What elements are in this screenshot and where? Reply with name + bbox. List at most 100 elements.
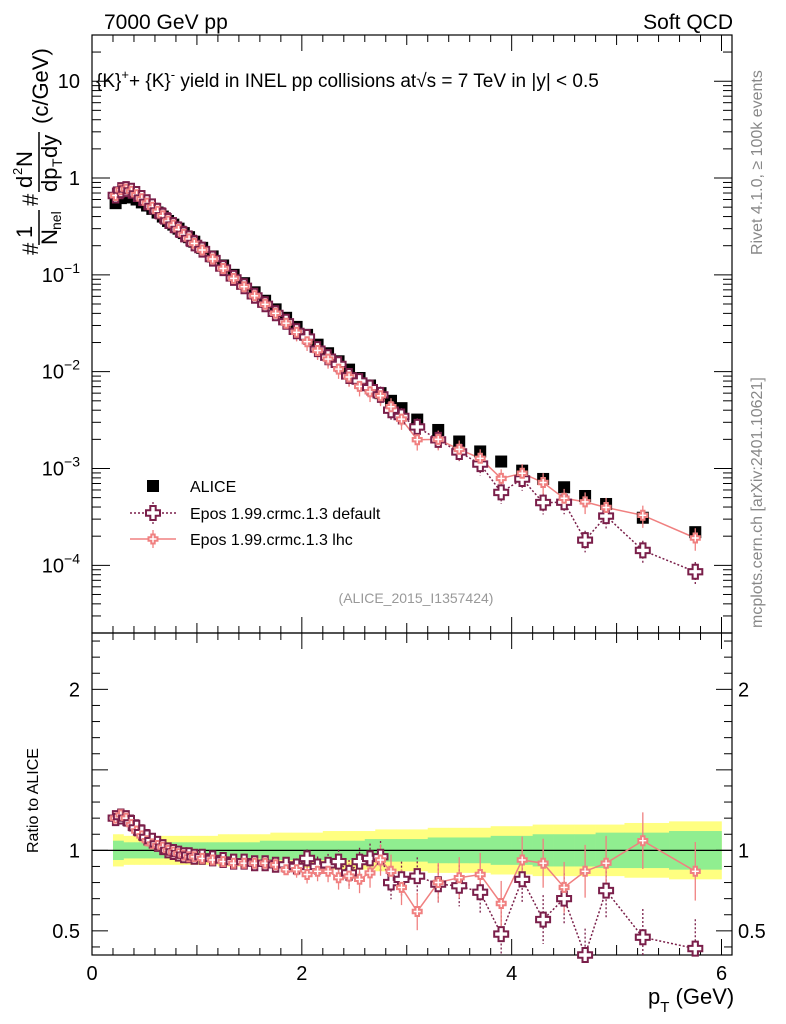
lhc-ratio-point [637,835,649,847]
lhc-ratio-point [516,854,528,866]
ratio-axis-label: Ratio to ALICE [25,748,42,853]
svg-text:d: d [12,176,37,188]
lhc-ratio-point [217,856,229,868]
lhc-ratio-point [333,872,345,884]
lhc-point [689,532,701,544]
x-tick-label: 4 [506,963,517,985]
lhc-ratio-point [280,864,292,876]
lhc-point [301,336,313,348]
legend-alice-marker [147,480,159,492]
lhc-point [238,281,250,293]
default-ratio-point [409,868,426,885]
lhc-ratio-point [259,857,271,869]
lhc-ratio-point [354,873,365,885]
x-tick-label: 6 [716,963,727,985]
lhc-ratio-point [474,869,486,880]
lhc-ratio-point [375,854,386,866]
legend-default-label: Epos 1.99.crmc.1.3 default [190,506,381,523]
legend-lhc-label: Epos 1.99.crmc.1.3 lhc [190,532,353,549]
lhc-point [364,386,376,398]
ratio-tick-label: 0.5 [52,921,80,943]
lhc-point [579,496,591,508]
lhc-point [322,353,334,365]
lhc-point [259,298,271,310]
lhc-point [291,326,303,338]
legend-default-cross [145,505,161,521]
svg-text:nel: nel [48,211,64,230]
lhc-point [453,443,465,455]
lhc-point [558,492,570,504]
lhc-point [396,413,407,425]
svg-text:T: T [49,158,65,167]
ratio-tick-label-right: 2 [738,679,749,701]
default-ratio-point [634,929,651,946]
lhc-ratio-point [689,865,701,877]
lhc-point [375,390,386,402]
lhc-point [637,509,649,521]
default-ratio-point [577,947,594,963]
y-tick-label: 1 [69,168,80,190]
default-ratio-point [535,911,552,928]
lhc-point [280,317,292,329]
lhc-ratio-point [495,898,507,909]
lhc-point [249,290,261,302]
y-tick-label: 10−2 [42,357,80,384]
ratio-series-layer [107,808,704,963]
ratio-tick-label: 2 [69,679,80,701]
svg-text:N: N [12,151,37,167]
lhc-ratio-point [396,881,407,893]
y-axis-label: # 1 N nel # d 2 N dp T dy (c/GeV) [10,48,65,255]
default-point [687,563,704,580]
lhc-point [228,272,240,284]
lhc-ratio-point [196,852,208,864]
axis-ticks [91,34,732,955]
default-ratio-point [556,890,573,907]
lhc-point [432,433,444,445]
x-tick-label: 2 [296,963,307,985]
default-ratio-point [514,871,531,888]
rivet-version-label: Rivet 4.1.0, ≥ 100k events [749,70,766,255]
x-axis-label: pT (GeV) [648,984,734,1016]
svg-text:N: N [37,229,62,245]
lhc-ratio-point [385,865,397,877]
lhc-ratio-point [249,857,261,869]
alice-point [495,455,508,468]
lhc-ratio-point [312,865,324,877]
lhc-ratio-point [343,870,355,882]
svg-text:2: 2 [10,168,25,175]
lhc-ratio-point [558,881,570,893]
lhc-point [474,452,486,464]
lhc-ratio-point [291,864,303,876]
default-ratio-point [330,853,347,870]
default-point [409,418,426,435]
lhc-ratio-point [537,857,549,869]
svg-text:#: # [18,242,43,255]
y-tick-label: 10−4 [42,550,80,577]
ratio-tick-label-right: 1 [738,840,749,862]
lhc-point [207,253,219,265]
default-ratio-point [493,926,510,943]
svg-text:dy: dy [37,135,62,158]
lhc-point [385,401,397,413]
default-ratio-point [472,884,489,901]
mcplots-label: mcplots.cern.ch [arXiv:2401.10621] [749,377,766,628]
lhc-ratio-point [228,857,240,869]
legend-lhc-marker [130,530,176,548]
default-point [634,542,651,559]
lhc-point [411,434,423,446]
lhc-ratio-point [432,877,444,888]
lhc-point [270,307,282,319]
lhc-ratio-point [600,857,612,869]
default-ratio-point [598,882,615,899]
lhc-point [516,467,528,479]
legend-alice-label: ALICE [190,479,236,496]
legend: ALICE Epos 1.99.crmc.1.3 default Epos 1.… [130,479,381,549]
lhc-point [600,502,612,513]
header-process: Soft QCD [643,11,733,34]
y-tick-label: 10−1 [42,260,80,287]
ratio-tick-label: 1 [69,840,80,862]
lhc-ratio-point [411,906,423,917]
lhc-ratio-point [238,857,250,869]
default-point [493,484,510,501]
